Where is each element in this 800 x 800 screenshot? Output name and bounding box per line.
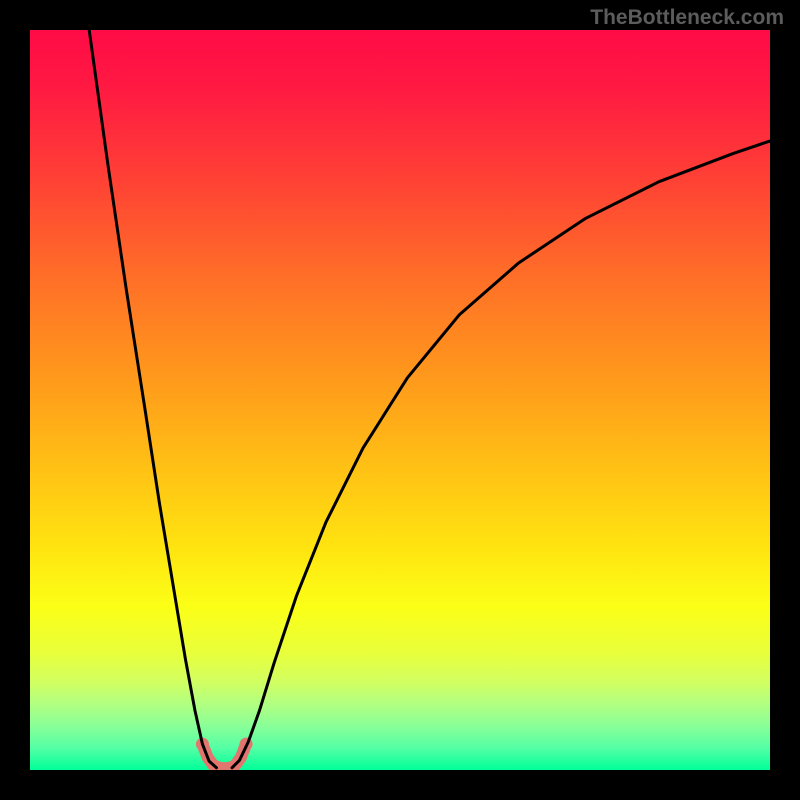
valley-marker-path: [202, 744, 246, 768]
curves-layer: [30, 30, 770, 770]
curve-right-leg: [232, 141, 770, 768]
curve-left-leg: [89, 30, 216, 768]
plot-area: [30, 30, 770, 770]
chart-frame: TheBottleneck.com: [0, 0, 800, 800]
watermark-text: TheBottleneck.com: [590, 6, 784, 30]
